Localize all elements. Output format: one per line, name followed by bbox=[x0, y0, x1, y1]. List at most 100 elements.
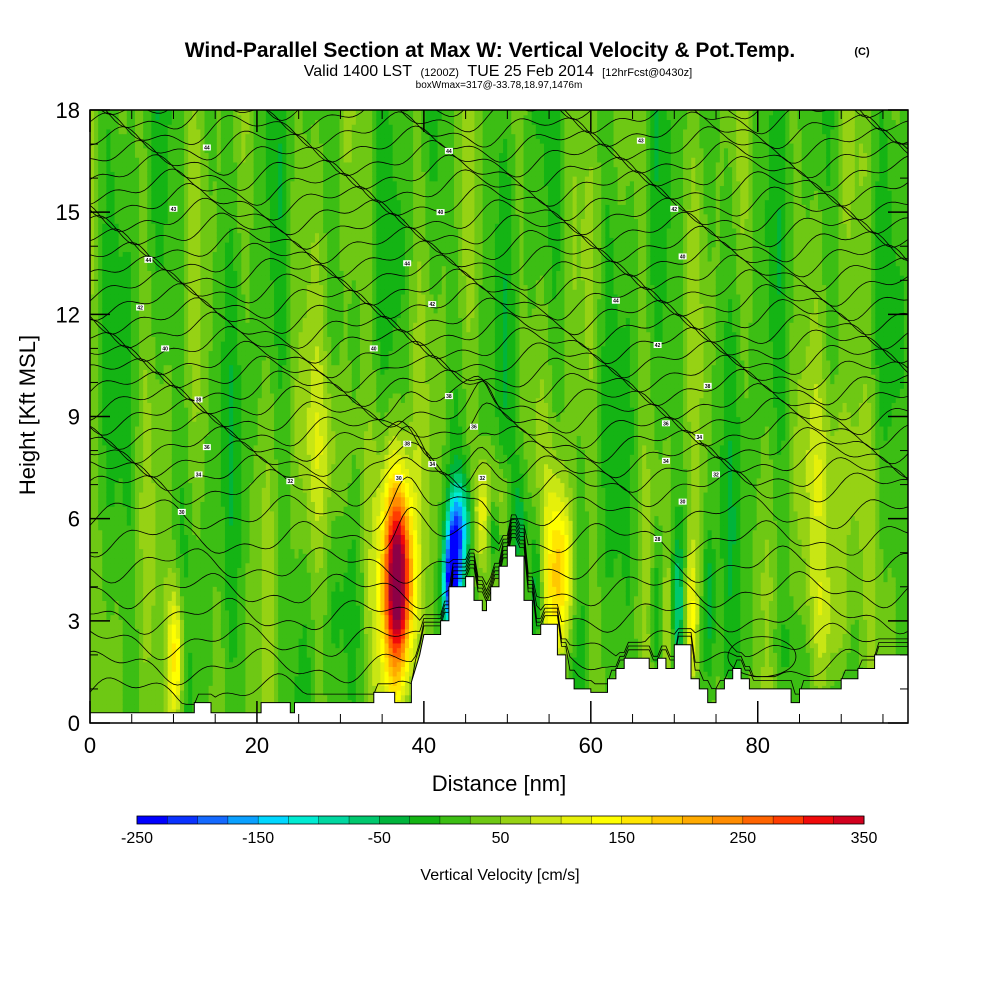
w-cell bbox=[131, 445, 136, 450]
w-cell bbox=[98, 181, 103, 186]
w-cell bbox=[106, 393, 111, 398]
w-cell bbox=[143, 167, 148, 172]
w-cell bbox=[127, 431, 132, 436]
w-cell bbox=[147, 233, 152, 238]
w-cell bbox=[119, 350, 124, 355]
w-cell bbox=[94, 256, 99, 261]
w-cell bbox=[106, 195, 111, 200]
w-cell bbox=[98, 119, 103, 124]
w-cell bbox=[119, 313, 124, 318]
w-cell bbox=[115, 308, 120, 313]
w-cell bbox=[147, 516, 152, 521]
w-cell bbox=[135, 129, 140, 134]
w-cell bbox=[143, 549, 148, 554]
w-cell bbox=[143, 124, 148, 129]
w-cell bbox=[123, 577, 128, 582]
w-cell bbox=[135, 143, 140, 148]
w-cell bbox=[127, 157, 132, 162]
w-cell bbox=[139, 332, 144, 337]
w-cell bbox=[119, 374, 124, 379]
w-cell bbox=[143, 129, 148, 134]
w-cell bbox=[135, 468, 140, 473]
w-cell bbox=[102, 148, 107, 153]
w-cell bbox=[139, 294, 144, 299]
w-cell bbox=[143, 600, 148, 605]
w-cell bbox=[147, 280, 152, 285]
w-cell bbox=[135, 152, 140, 157]
w-cell bbox=[139, 402, 144, 407]
w-cell bbox=[106, 704, 111, 709]
w-cell bbox=[110, 181, 115, 186]
w-cell bbox=[106, 605, 111, 610]
w-cell bbox=[106, 681, 111, 686]
w-cell bbox=[110, 280, 115, 285]
w-cell bbox=[98, 657, 103, 662]
w-cell bbox=[102, 445, 107, 450]
w-cell bbox=[102, 473, 107, 478]
w-cell bbox=[139, 383, 144, 388]
w-cell bbox=[119, 596, 124, 601]
w-cell bbox=[139, 695, 144, 700]
w-cell bbox=[119, 671, 124, 676]
valid-prefix: Valid 1400 LST bbox=[304, 63, 412, 80]
w-cell bbox=[106, 171, 111, 176]
w-cell bbox=[135, 162, 140, 167]
w-cell bbox=[102, 355, 107, 360]
w-cell bbox=[135, 148, 140, 153]
w-cell bbox=[94, 511, 99, 516]
w-cell bbox=[106, 417, 111, 422]
w-cell bbox=[139, 388, 144, 393]
w-cell bbox=[131, 652, 136, 657]
w-cell bbox=[127, 666, 132, 671]
w-cell bbox=[115, 435, 120, 440]
w-cell bbox=[106, 204, 111, 209]
w-cell bbox=[94, 167, 99, 172]
w-cell bbox=[106, 152, 111, 157]
w-cell bbox=[115, 355, 120, 360]
w-cell bbox=[94, 275, 99, 280]
w-cell bbox=[127, 110, 132, 115]
w-cell bbox=[131, 294, 136, 299]
w-cell bbox=[135, 209, 140, 214]
w-cell bbox=[106, 652, 111, 657]
w-cell bbox=[94, 629, 99, 634]
w-cell bbox=[123, 223, 128, 228]
w-cell bbox=[98, 572, 103, 577]
w-cell bbox=[151, 610, 156, 615]
w-cell bbox=[98, 421, 103, 426]
w-cell bbox=[135, 676, 140, 681]
w-cell bbox=[119, 624, 124, 629]
w-cell bbox=[115, 558, 120, 563]
w-cell bbox=[106, 369, 111, 374]
w-cell bbox=[94, 506, 99, 511]
w-cell bbox=[151, 417, 156, 422]
w-cell bbox=[98, 299, 103, 304]
w-cell bbox=[115, 266, 120, 271]
w-cell bbox=[143, 223, 148, 228]
w-cell bbox=[119, 516, 124, 521]
w-cell bbox=[94, 530, 99, 535]
w-cell bbox=[106, 539, 111, 544]
w-cell bbox=[139, 539, 144, 544]
w-cell bbox=[139, 487, 144, 492]
w-cell bbox=[151, 336, 156, 341]
w-cell bbox=[127, 365, 132, 370]
w-cell bbox=[147, 171, 152, 176]
w-cell bbox=[143, 539, 148, 544]
w-cell bbox=[110, 317, 115, 322]
w-cell bbox=[123, 195, 128, 200]
w-cell bbox=[143, 327, 148, 332]
w-cell bbox=[102, 605, 107, 610]
w-cell bbox=[127, 115, 132, 120]
w-cell bbox=[139, 619, 144, 624]
w-cell bbox=[147, 619, 152, 624]
w-cell bbox=[123, 610, 128, 615]
w-cell bbox=[139, 223, 144, 228]
w-cell bbox=[143, 629, 148, 634]
w-cell bbox=[127, 138, 132, 143]
w-cell bbox=[115, 473, 120, 478]
w-cell bbox=[119, 487, 124, 492]
w-cell bbox=[143, 383, 148, 388]
w-cell bbox=[131, 218, 136, 223]
w-cell bbox=[127, 563, 132, 568]
